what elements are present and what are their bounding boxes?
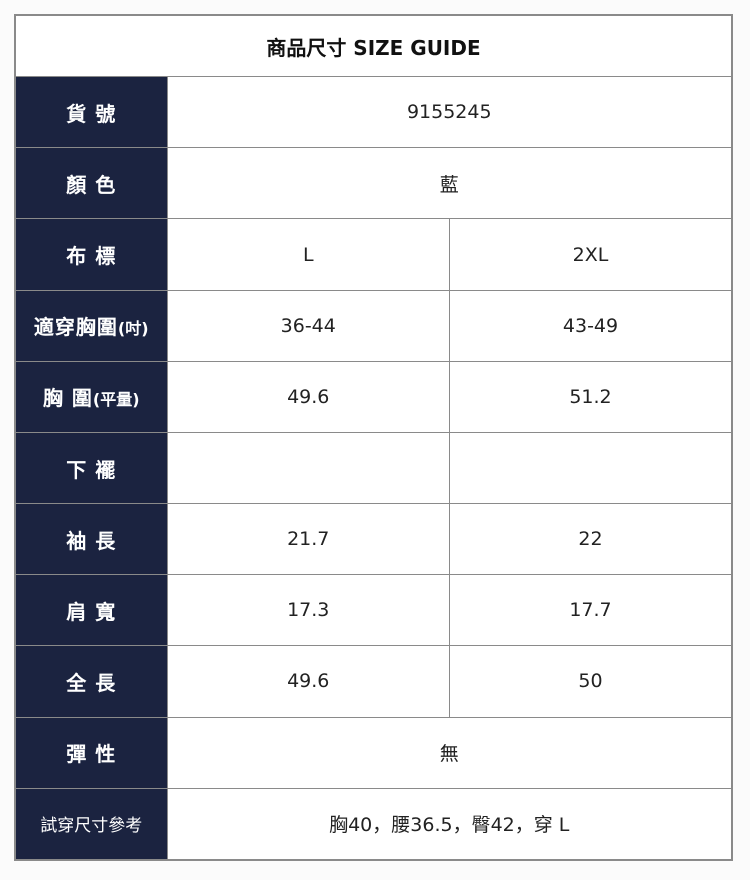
- value-cell-2xl: 43-49: [449, 289, 733, 362]
- table-row: 袖 長 21.7 22: [14, 503, 733, 576]
- value-cell-2xl: 2XL: [449, 218, 733, 291]
- value-cell-2xl: 22: [449, 503, 733, 576]
- table-row: 彈 性無: [14, 716, 733, 789]
- row-label-unit: (吋): [117, 319, 149, 339]
- row-label-text: 胸 圍: [42, 386, 93, 411]
- value-cell-2xl: 17.7: [449, 574, 733, 647]
- row-label: 肩 寬: [14, 574, 168, 647]
- table-row: 全 長 49.6 50: [14, 645, 733, 718]
- row-label: 全 長: [14, 645, 168, 718]
- value-cell-l: 49.6: [166, 360, 450, 433]
- table-row: 胸 圍(平量) 49.6 51.2: [14, 360, 733, 433]
- value-cell-l: [166, 431, 450, 505]
- row-label-text: 貨 號: [66, 101, 117, 126]
- row-label: 貨 號: [14, 76, 168, 149]
- value-cell-2xl: [449, 431, 733, 505]
- table-row: 試穿尺寸參考 胸40，腰36.5，臀42，穿 L: [14, 787, 733, 861]
- row-label-text: 袖 長: [66, 528, 117, 553]
- row-label: 顏 色: [14, 147, 168, 220]
- table-row: 貨 號 9155245: [14, 76, 733, 149]
- value-cell-2xl: 51.2: [449, 360, 733, 433]
- table-title: 商品尺寸 SIZE GUIDE: [14, 14, 733, 78]
- value-cell-l: 49.6: [166, 645, 450, 718]
- value-cell-l: 36-44: [166, 289, 450, 362]
- value-cell-2xl: 50: [449, 645, 733, 718]
- row-label: 袖 長: [14, 503, 168, 576]
- row-label-unit: (平量): [92, 390, 140, 410]
- row-label: 下 襬: [14, 431, 168, 505]
- value-cell-l: 21.7: [166, 503, 450, 576]
- value-cell-l: L: [166, 218, 450, 291]
- table-row: 布 標 L 2XL: [14, 218, 733, 291]
- row-label-text: 彈 性: [66, 742, 117, 767]
- row-label: 彈 性: [14, 716, 168, 789]
- row-label: 適穿胸圍(吋): [14, 289, 168, 362]
- value-cell: 無: [166, 716, 733, 789]
- size-guide-table: 商品尺寸 SIZE GUIDE 貨 號 9155245 顏 色 藍布 標 L 2XL 適穿胸…: [14, 14, 733, 861]
- value-cell: 胸40，腰36.5，臀42，穿 L: [166, 787, 733, 861]
- row-label-text: 布 標: [66, 244, 117, 269]
- table-row: 顏 色藍: [14, 147, 733, 220]
- row-label-text: 下 襬: [66, 457, 117, 482]
- row-label-text: 全 長: [66, 670, 117, 695]
- value-cell-l: 17.3: [166, 574, 450, 647]
- row-label-text: 肩 寬: [66, 599, 117, 624]
- value-cell: 9155245: [166, 76, 733, 149]
- row-label: 布 標: [14, 218, 168, 291]
- table-row: 肩 寬 17.3 17.7: [14, 574, 733, 647]
- table-row: 下 襬: [14, 431, 733, 505]
- row-label-text: 試穿尺寸參考: [40, 816, 143, 837]
- table-row: 適穿胸圍(吋) 36-44 43-49: [14, 289, 733, 362]
- value-cell: 藍: [166, 147, 733, 220]
- row-label-text: 顏 色: [66, 172, 117, 197]
- row-label: 試穿尺寸參考: [14, 787, 168, 861]
- row-label: 胸 圍(平量): [14, 360, 168, 433]
- row-label-text: 適穿胸圍: [33, 315, 118, 340]
